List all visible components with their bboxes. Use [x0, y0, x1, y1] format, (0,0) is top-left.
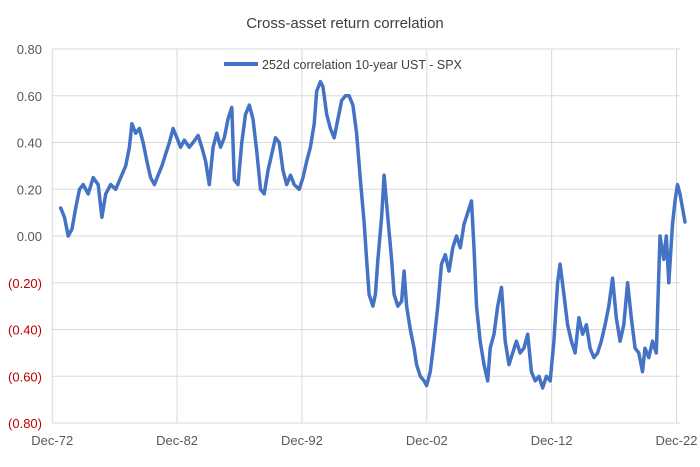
x-tick-label: Dec-12 [531, 433, 573, 448]
x-tick-label: Dec-82 [156, 433, 198, 448]
x-tick-label: Dec-22 [656, 433, 698, 448]
y-tick-label: (0.80) [8, 416, 42, 431]
legend-label: 252d correlation 10-year UST - SPX [262, 58, 463, 72]
x-tick-label: Dec-02 [406, 433, 448, 448]
y-tick-label: 0.60 [17, 89, 42, 104]
y-tick-label: (0.20) [8, 276, 42, 291]
y-tick-label: (0.40) [8, 323, 42, 338]
y-axis: 0.80 0.60 0.40 0.20 0.00 (0.20) (0.40) (0.60) (0… [8, 42, 42, 431]
chart-title: Cross-asset return correlation [246, 15, 444, 32]
series-layer [58, 79, 687, 390]
legend: 252d correlation 10-year UST - SPX [224, 58, 463, 72]
x-tick-label: Dec-92 [281, 433, 323, 448]
x-tick-label: Dec-72 [31, 433, 73, 448]
y-tick-label: 0.40 [17, 136, 42, 151]
y-tick-label: 0.20 [17, 182, 42, 197]
y-tick-label: 0.80 [17, 42, 42, 57]
x-axis: Dec-72 Dec-82 Dec-92 Dec-02 Dec-12 Dec-22 [31, 433, 697, 448]
y-tick-label: 0.00 [17, 229, 42, 244]
y-tick-label: (0.60) [8, 369, 42, 384]
series-line [58, 79, 687, 390]
